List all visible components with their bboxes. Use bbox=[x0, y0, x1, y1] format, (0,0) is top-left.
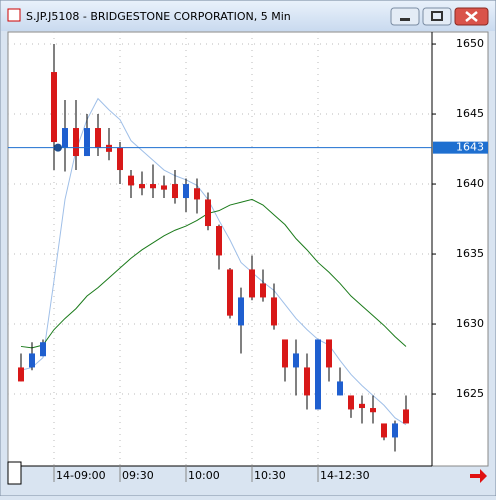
candle-body bbox=[40, 342, 46, 357]
y-tick-label: 1625 bbox=[456, 387, 484, 400]
candle-body bbox=[150, 184, 156, 189]
maximize-icon bbox=[431, 11, 443, 21]
candle-body bbox=[172, 184, 178, 199]
candle-body bbox=[84, 128, 90, 157]
close-icon bbox=[465, 11, 478, 22]
y-tick-label: 1635 bbox=[456, 247, 484, 260]
candle-body bbox=[183, 184, 189, 199]
candle-body bbox=[73, 128, 79, 157]
level-handle bbox=[54, 143, 62, 152]
chart-area bbox=[7, 31, 489, 467]
app-icon bbox=[7, 8, 21, 22]
x-tick-label: 14-12:30 bbox=[320, 469, 370, 482]
candle-body bbox=[205, 199, 211, 227]
y-tick-label: 1630 bbox=[456, 317, 484, 330]
candle-body bbox=[381, 423, 387, 438]
candle-body bbox=[249, 269, 255, 298]
candle-body bbox=[238, 297, 244, 326]
candle-body bbox=[337, 381, 343, 396]
maximize-button[interactable] bbox=[422, 7, 452, 26]
x-tick-label: 10:30 bbox=[254, 469, 286, 482]
candle-body bbox=[117, 147, 123, 171]
candle-body bbox=[359, 403, 365, 409]
candle-body bbox=[348, 395, 354, 410]
candle-body bbox=[392, 423, 398, 438]
candle-body bbox=[139, 184, 145, 189]
minimize-icon bbox=[400, 18, 410, 21]
candle-body bbox=[161, 185, 167, 190]
window-title: S.JP.J5108 - BRIDGESTONE CORPORATION, 5 … bbox=[26, 10, 291, 23]
y-tick-label: 1650 bbox=[456, 37, 484, 50]
x-tick-label: 10:00 bbox=[188, 469, 220, 482]
candle-body bbox=[304, 367, 310, 396]
minimize-button[interactable] bbox=[390, 7, 420, 26]
candle-body bbox=[62, 128, 68, 148]
y-tick-label: 1640 bbox=[456, 177, 484, 190]
candle-body bbox=[271, 297, 277, 326]
candle-body bbox=[370, 408, 376, 413]
candle-body bbox=[282, 339, 288, 368]
x-tick-label: 09:30 bbox=[122, 469, 154, 482]
candle-body bbox=[260, 283, 266, 298]
candle-body bbox=[18, 367, 24, 382]
candle-body bbox=[29, 353, 35, 368]
candle-body bbox=[194, 188, 200, 200]
shift-arrow[interactable] bbox=[470, 469, 487, 483]
level-label-bg bbox=[433, 141, 488, 154]
moving-average bbox=[20, 198, 407, 349]
candle-body bbox=[227, 269, 233, 316]
level-label: 1643 bbox=[456, 141, 484, 154]
candle-body bbox=[128, 175, 134, 186]
x-tick-label: 14-09:00 bbox=[56, 469, 106, 482]
candle-body bbox=[293, 353, 299, 368]
scroll-box[interactable] bbox=[7, 461, 22, 485]
y-tick-label: 1645 bbox=[456, 107, 484, 120]
candle-body bbox=[315, 339, 321, 410]
candle-body bbox=[51, 72, 57, 143]
candle-body bbox=[216, 226, 222, 256]
candle-body bbox=[95, 128, 101, 148]
moving-average bbox=[20, 97, 407, 426]
candle-body bbox=[403, 409, 409, 424]
candle-body bbox=[326, 339, 332, 368]
candle-body bbox=[106, 144, 112, 152]
